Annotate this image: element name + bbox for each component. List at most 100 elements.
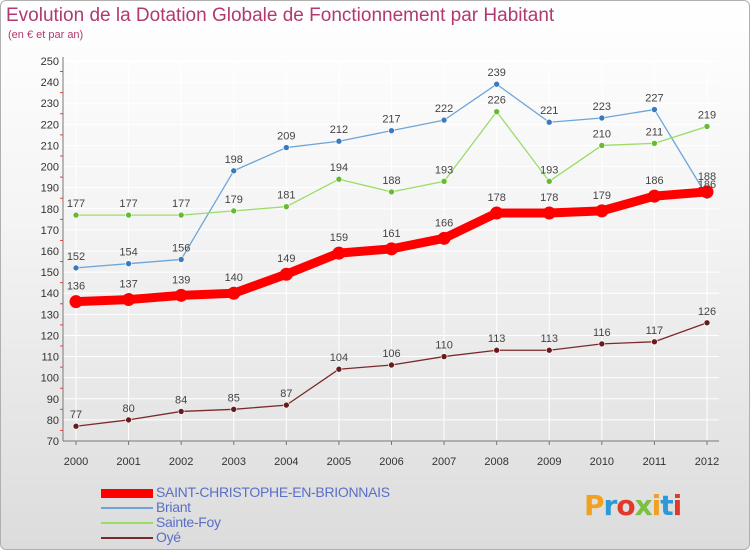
data-label: 188 xyxy=(698,171,716,183)
y-tick-label: 110 xyxy=(41,352,59,364)
x-tick-label: 2011 xyxy=(643,456,667,468)
y-tick-label: 130 xyxy=(41,309,59,321)
data-point xyxy=(177,408,185,415)
data-label: 159 xyxy=(330,232,348,244)
data-label: 198 xyxy=(225,154,243,166)
data-label: 113 xyxy=(488,333,506,345)
data-point xyxy=(230,207,238,215)
legend-label: Sainte-Foy xyxy=(156,514,221,530)
data-point xyxy=(177,256,185,263)
y-tick-label: 70 xyxy=(47,436,59,448)
data-label: 227 xyxy=(645,93,663,105)
logo-letter: i xyxy=(672,489,683,522)
proxiti-logo: Proxiti xyxy=(584,489,683,522)
data-label: 161 xyxy=(382,228,400,240)
data-point xyxy=(283,144,290,151)
data-point xyxy=(125,260,132,267)
data-point xyxy=(388,188,395,196)
data-point xyxy=(651,338,658,346)
data-point xyxy=(647,189,661,203)
x-tick-label: 2006 xyxy=(379,456,403,468)
legend-swatch xyxy=(101,522,153,524)
data-label: 104 xyxy=(330,352,348,364)
data-point xyxy=(703,123,711,130)
data-point xyxy=(388,361,395,369)
data-label: 194 xyxy=(330,162,348,174)
data-label: 80 xyxy=(122,403,134,415)
data-label: 154 xyxy=(119,247,137,259)
y-tick-label: 240 xyxy=(41,77,59,89)
logo-letter: t xyxy=(660,489,673,522)
grid xyxy=(63,60,719,442)
data-point xyxy=(595,204,609,218)
data-point xyxy=(174,288,188,302)
data-label: 85 xyxy=(228,392,240,404)
x-tick-label: 2008 xyxy=(484,456,508,468)
data-label: 178 xyxy=(487,192,505,204)
data-label: 137 xyxy=(119,279,137,291)
data-label: 166 xyxy=(435,217,453,229)
data-point xyxy=(332,246,346,260)
data-point xyxy=(335,175,343,183)
data-point xyxy=(493,80,500,88)
y-tick-label: 170 xyxy=(41,225,59,237)
data-label: 193 xyxy=(540,164,558,176)
data-point xyxy=(437,231,451,245)
data-point xyxy=(598,114,606,122)
y-tick-label: 90 xyxy=(47,394,59,406)
y-tick-label: 150 xyxy=(41,267,59,279)
y-tick-label: 180 xyxy=(41,204,59,216)
data-point xyxy=(440,353,448,360)
y-tick-label: 250 xyxy=(41,56,59,68)
data-label: 212 xyxy=(330,124,348,136)
data-point xyxy=(72,422,80,430)
y-tick-label: 210 xyxy=(41,140,59,152)
x-tick-label: 2004 xyxy=(274,456,298,468)
series-briant xyxy=(72,80,711,272)
data-point xyxy=(700,185,714,199)
data-label: 188 xyxy=(382,175,400,187)
data-label: 219 xyxy=(698,109,716,121)
data-label: 152 xyxy=(67,251,85,263)
data-point xyxy=(545,118,553,126)
logo-letter: r xyxy=(603,489,618,522)
logo-letter: x xyxy=(634,489,653,522)
data-label: 116 xyxy=(593,327,611,339)
data-point xyxy=(125,211,132,219)
series-oy- xyxy=(72,319,711,430)
x-tick-label: 2012 xyxy=(695,456,719,468)
data-label: 139 xyxy=(172,274,190,286)
y-tick-label: 230 xyxy=(41,98,59,110)
series-sainte-foy xyxy=(72,108,711,219)
chart-subtitle: (en € et par an) xyxy=(8,29,84,41)
data-label: 210 xyxy=(593,128,611,140)
data-point xyxy=(335,137,343,145)
x-tick-label: 2005 xyxy=(327,456,351,468)
data-point xyxy=(283,203,290,210)
x-tick-label: 2003 xyxy=(222,456,246,468)
data-point xyxy=(279,267,293,281)
data-point xyxy=(490,206,504,220)
y-tick-label: 220 xyxy=(41,119,59,131)
data-label: 140 xyxy=(225,272,243,284)
data-point xyxy=(122,293,136,307)
data-label: 217 xyxy=(382,114,400,126)
data-label: 179 xyxy=(593,190,611,202)
data-point xyxy=(230,167,238,175)
data-label: 136 xyxy=(67,281,85,293)
data-label: 117 xyxy=(646,325,664,337)
data-label: 149 xyxy=(277,253,295,265)
legend-label: Briant xyxy=(156,499,191,515)
data-label: 239 xyxy=(487,67,505,79)
data-label: 106 xyxy=(382,348,400,360)
data-point xyxy=(69,295,83,309)
data-label: 87 xyxy=(280,388,292,400)
data-label: 177 xyxy=(172,198,190,210)
data-point xyxy=(283,401,290,409)
data-label: 113 xyxy=(540,333,558,345)
legend-label: SAINT-CHRISTOPHE-EN-BRIONNAIS xyxy=(156,484,390,500)
data-point xyxy=(72,211,80,219)
data-point xyxy=(227,286,241,300)
x-tick-label: 2001 xyxy=(116,456,140,468)
